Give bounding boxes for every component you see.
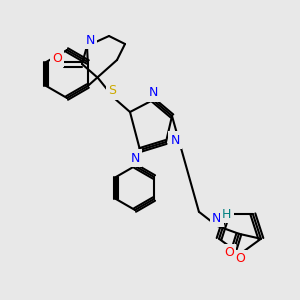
Text: O: O: [52, 52, 62, 64]
Text: N: N: [148, 86, 158, 100]
Text: O: O: [235, 253, 245, 266]
Text: N: N: [130, 152, 140, 164]
Text: S: S: [108, 85, 116, 98]
Text: H: H: [222, 208, 232, 221]
Text: N: N: [170, 134, 180, 146]
Text: O: O: [224, 246, 234, 259]
Text: N: N: [85, 34, 95, 46]
Text: N: N: [212, 212, 222, 225]
